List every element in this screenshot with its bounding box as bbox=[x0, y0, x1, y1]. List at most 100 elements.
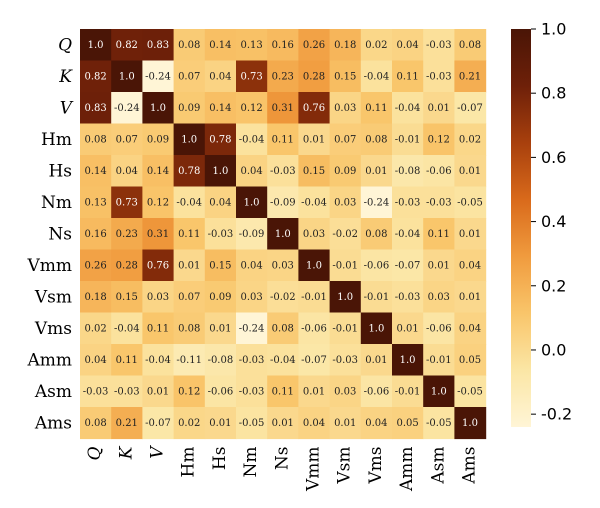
cell-value-label: 0.01 bbox=[303, 134, 325, 145]
heatmap-cell bbox=[173, 281, 206, 314]
heatmap-cell bbox=[142, 155, 175, 188]
cell-value-label: 0.76 bbox=[303, 103, 325, 114]
heatmap-cell bbox=[392, 249, 424, 282]
heatmap-cell bbox=[360, 407, 393, 440]
heatmap-cell bbox=[142, 123, 175, 156]
row-label: Hs bbox=[48, 161, 72, 181]
column-label: Hm bbox=[179, 447, 199, 478]
heatmap-cell bbox=[298, 407, 331, 440]
cell-value-label: 0.26 bbox=[303, 40, 325, 51]
heatmap-cell bbox=[454, 92, 487, 125]
cell-value-label: 1.0 bbox=[431, 386, 447, 397]
cell-value-label: 0.11 bbox=[365, 103, 387, 114]
cell-value-label: 0.78 bbox=[178, 166, 200, 177]
cell-value-label: 0.82 bbox=[84, 71, 106, 82]
heatmap-cell bbox=[360, 344, 393, 377]
cell-value-label: -0.02 bbox=[270, 292, 296, 303]
colorbar-tick-label: 0.8 bbox=[541, 84, 566, 103]
heatmap-cell bbox=[298, 344, 331, 377]
heatmap-cell bbox=[204, 60, 237, 93]
heatmap-cell bbox=[423, 60, 455, 93]
heatmap-cell bbox=[173, 92, 206, 125]
heatmap-cell bbox=[423, 123, 455, 156]
cell-value-label: 0.07 bbox=[116, 134, 138, 145]
cell-value-label: 1.0 bbox=[119, 71, 135, 82]
heatmap-cell bbox=[298, 375, 331, 408]
heatmap-cell bbox=[236, 60, 268, 93]
cell-value-label: 0.01 bbox=[209, 323, 231, 334]
heatmap-cell bbox=[267, 29, 299, 62]
heatmap-cell bbox=[423, 407, 455, 440]
cell-value-label: -0.01 bbox=[395, 386, 421, 397]
heatmap-cell bbox=[173, 218, 206, 251]
column-label: Hs bbox=[210, 447, 230, 471]
heatmap-cell bbox=[298, 186, 331, 219]
cell-value-label: 0.13 bbox=[84, 197, 106, 208]
heatmap-cell bbox=[80, 312, 112, 345]
cell-value-label: -0.04 bbox=[301, 197, 327, 208]
cell-value-label: -0.03 bbox=[239, 355, 265, 366]
heatmap-cell bbox=[423, 218, 455, 251]
heatmap-cell bbox=[392, 281, 424, 314]
cell-value-label: -0.11 bbox=[176, 355, 202, 366]
heatmap-cell bbox=[80, 281, 112, 314]
colorbar: 1.0 0.8 0.6 0.4 0.2 0.0 -0.2 bbox=[511, 20, 572, 427]
heatmap-cell bbox=[204, 155, 237, 188]
cell-value-label: 0.15 bbox=[303, 166, 325, 177]
cell-value-label: 0.04 bbox=[209, 71, 231, 82]
cell-value-label: 0.01 bbox=[459, 229, 481, 240]
heatmap-cell bbox=[298, 29, 331, 62]
cell-value-label: 0.11 bbox=[178, 229, 200, 240]
heatmap-cell bbox=[142, 60, 175, 93]
cell-value-label: 0.26 bbox=[84, 260, 106, 271]
heatmap-cell bbox=[454, 60, 487, 93]
cell-value-label: 0.04 bbox=[240, 260, 262, 271]
heatmap-cell bbox=[204, 312, 237, 345]
heatmap-cell bbox=[454, 186, 487, 219]
heatmap-cell bbox=[267, 375, 299, 408]
cell-value-label: 0.16 bbox=[84, 229, 106, 240]
heatmap-cell bbox=[80, 407, 112, 440]
heatmap-cell bbox=[204, 123, 237, 156]
heatmap-cell-values: 1.0 0.82 0.83 0.08 0.14 0.13 0.16 0.26 0.18 0.02 0… bbox=[83, 40, 483, 429]
heatmap-cell bbox=[80, 123, 112, 156]
cell-value-label: 0.14 bbox=[84, 166, 106, 177]
cell-value-label: 0.05 bbox=[396, 418, 418, 429]
heatmap-cell bbox=[236, 155, 268, 188]
row-label: Vsm bbox=[34, 287, 72, 307]
heatmap-cell bbox=[454, 407, 487, 440]
cell-value-label: 0.15 bbox=[116, 292, 138, 303]
cell-value-label: 0.09 bbox=[209, 292, 231, 303]
cell-value-label: 0.01 bbox=[303, 386, 325, 397]
heatmap-cell bbox=[423, 375, 455, 408]
cell-value-label: 0.11 bbox=[428, 229, 450, 240]
heatmap-cell bbox=[329, 344, 362, 377]
cell-value-label: 0.04 bbox=[365, 418, 387, 429]
heatmap-cell bbox=[111, 407, 143, 440]
heatmap-cell bbox=[142, 407, 175, 440]
heatmap-cell bbox=[173, 375, 206, 408]
heatmap-cell bbox=[423, 312, 455, 345]
cell-value-label: 0.21 bbox=[459, 71, 481, 82]
heatmap-cell bbox=[329, 92, 362, 125]
cell-value-label: 0.08 bbox=[365, 134, 387, 145]
heatmap-cell bbox=[360, 281, 393, 314]
cell-value-label: 0.08 bbox=[365, 229, 387, 240]
heatmap-cell bbox=[111, 155, 143, 188]
row-label: Asm bbox=[34, 382, 72, 402]
cell-value-label: 0.03 bbox=[303, 229, 325, 240]
cell-value-label: 0.07 bbox=[334, 134, 356, 145]
heatmap-cell bbox=[329, 60, 362, 93]
cell-value-label: 1.0 bbox=[306, 260, 322, 271]
cell-value-label: -0.05 bbox=[457, 386, 483, 397]
column-label: V bbox=[148, 445, 168, 459]
cell-value-label: 0.76 bbox=[147, 260, 169, 271]
cell-value-label: -0.04 bbox=[270, 355, 296, 366]
colorbar-tick-label: 1.0 bbox=[541, 20, 566, 39]
heatmap-cell bbox=[236, 407, 268, 440]
heatmap-cell bbox=[111, 123, 143, 156]
heatmap-cell bbox=[236, 249, 268, 282]
cell-value-label: 0.15 bbox=[209, 260, 231, 271]
heatmap-cell bbox=[111, 375, 143, 408]
heatmap-cell bbox=[392, 344, 424, 377]
